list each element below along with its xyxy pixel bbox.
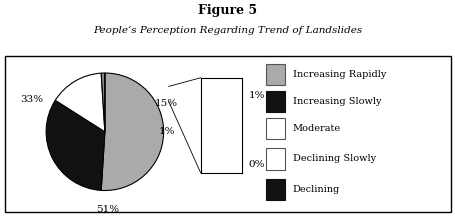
Bar — [266, 64, 284, 85]
Bar — [266, 118, 284, 139]
Text: Increasing Rapidly: Increasing Rapidly — [292, 70, 385, 79]
Text: Declining Slowly: Declining Slowly — [292, 154, 375, 164]
Wedge shape — [46, 100, 105, 190]
Text: 0%: 0% — [248, 160, 264, 169]
Text: Increasing Slowly: Increasing Slowly — [292, 97, 380, 106]
Text: Declining: Declining — [292, 185, 339, 194]
Text: 15%: 15% — [155, 99, 178, 108]
Wedge shape — [55, 73, 105, 132]
Text: Figure 5: Figure 5 — [198, 4, 257, 17]
Wedge shape — [101, 73, 105, 132]
Text: Moderate: Moderate — [292, 124, 340, 133]
Wedge shape — [101, 73, 163, 191]
Bar — [266, 179, 284, 200]
Text: 51%: 51% — [96, 205, 119, 214]
Text: 33%: 33% — [20, 95, 43, 104]
Text: People’s Perception Regarding Trend of Landslides: People’s Perception Regarding Trend of L… — [93, 26, 362, 35]
Bar — [266, 91, 284, 112]
Text: 1%: 1% — [158, 127, 174, 136]
Text: 1%: 1% — [248, 91, 264, 100]
Bar — [266, 148, 284, 170]
